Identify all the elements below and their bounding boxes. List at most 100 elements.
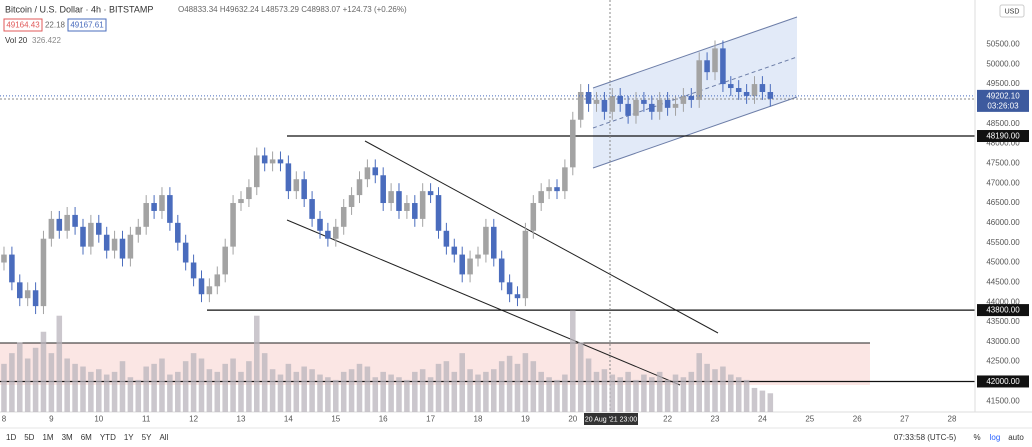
candle-body — [649, 103, 655, 112]
range-button[interactable]: 3M — [62, 433, 73, 442]
level-label: 43800.00 — [986, 306, 1020, 315]
candle-body — [333, 226, 339, 239]
candle-body — [96, 222, 102, 235]
candle-body — [238, 199, 244, 204]
volume-bar — [538, 371, 544, 412]
volume-bar — [388, 374, 394, 412]
candle-body — [103, 234, 110, 251]
volume-bar — [483, 371, 489, 412]
volume-bar — [1, 363, 7, 412]
range-button[interactable]: All — [159, 433, 168, 442]
candle-body — [562, 167, 568, 192]
volume-bar — [751, 387, 758, 412]
x-tick-label: 27 — [900, 415, 909, 424]
log-toggle[interactable]: log — [990, 433, 1001, 442]
candle-body — [24, 290, 31, 299]
volume-bar — [743, 379, 750, 412]
y-tick-label: 47500.00 — [986, 158, 1020, 167]
volume-bar — [285, 363, 292, 412]
volume-bar — [198, 358, 205, 412]
candle-body — [467, 258, 473, 275]
y-tick-label: 44500.00 — [986, 277, 1020, 286]
currency[interactable]: USD — [1005, 8, 1020, 15]
volume-bar — [254, 315, 260, 412]
y-tick-label: 45000.00 — [986, 258, 1020, 267]
candle-body — [340, 206, 347, 227]
candle-body — [404, 203, 410, 211]
volume-bar — [143, 366, 149, 412]
volume-bar — [380, 371, 386, 412]
trend-line — [364, 140, 719, 334]
range-button[interactable]: 5Y — [142, 433, 152, 442]
ask[interactable]: 49167.61 — [70, 21, 104, 30]
candle-body — [498, 258, 505, 283]
volume-bar — [348, 369, 355, 412]
volume-bar — [175, 371, 181, 412]
volume-bar — [230, 358, 236, 412]
volume-bar — [340, 371, 347, 412]
candle-body — [151, 203, 157, 211]
volume-bar — [506, 355, 513, 412]
volume-bar — [767, 393, 774, 412]
x-tick-label: 10 — [94, 415, 103, 424]
x-tick-label: 12 — [189, 415, 198, 424]
volume-bar — [309, 369, 315, 412]
volume-bar — [214, 371, 221, 412]
candle-body — [214, 274, 221, 287]
toolbar: 1D 5D 1M 3M 6M YTD 1Y 5Y All — [6, 433, 169, 442]
volume-bar — [649, 377, 655, 412]
ask-box[interactable] — [67, 18, 107, 32]
y-tick-label: 49500.00 — [986, 79, 1020, 88]
last-price-box — [977, 89, 1029, 112]
crosshair-time: 20 Aug '21 23:00 — [585, 416, 637, 423]
volume-bar — [625, 371, 631, 412]
candle-body — [127, 234, 134, 259]
symbol-title: Bitcoin / U.S. Dollar · 4h · BITSTAMP — [5, 4, 153, 14]
candle-body — [119, 238, 126, 259]
volume-bar — [269, 369, 276, 412]
x-tick-label: 18 — [474, 415, 483, 424]
last-price-label: 49202.10 — [986, 91, 1020, 100]
volume-bar — [593, 371, 600, 412]
candle-body — [704, 60, 710, 73]
range-button[interactable]: YTD — [100, 433, 116, 442]
candle-body — [206, 286, 213, 295]
candle-body — [356, 179, 363, 196]
x-tick-label: 25 — [805, 415, 814, 424]
candle-body — [412, 203, 418, 219]
bid-box[interactable] — [3, 18, 43, 32]
candle-body — [222, 246, 228, 275]
volume-bar — [56, 315, 63, 412]
range-button[interactable]: 6M — [81, 433, 92, 442]
y-tick-label: 45500.00 — [986, 238, 1020, 247]
range-button[interactable]: 5D — [24, 433, 34, 442]
candle-body — [593, 99, 600, 104]
range-button[interactable]: 1Y — [124, 433, 134, 442]
volume-bar — [333, 379, 339, 412]
volume-bar — [356, 363, 363, 412]
auto-toggle[interactable]: auto — [1008, 433, 1024, 442]
axes: 41500.00 42000.00 42500.00 43000.00 43500.00… — [2, 40, 1029, 424]
candle-body — [40, 238, 47, 307]
spread: 22.18 — [45, 21, 66, 30]
currency-button[interactable] — [999, 4, 1025, 18]
candle-body — [609, 95, 616, 112]
range-button[interactable]: 1D — [6, 433, 16, 442]
volume-bar — [459, 353, 465, 412]
candle-body — [743, 91, 750, 96]
ohlc-readout: O48833.34 H49632.24 L48573.29 C48983.07 … — [178, 5, 407, 14]
range-button[interactable]: 1M — [42, 433, 53, 442]
bid[interactable]: 49164.43 — [6, 21, 40, 30]
x-tick-label: 15 — [331, 415, 340, 424]
candle-body — [111, 238, 118, 251]
volume-bar — [127, 377, 134, 412]
volume-bar — [325, 377, 331, 412]
candle-body — [530, 203, 537, 231]
volume-bar — [9, 353, 15, 412]
x-tick-label: 11 — [142, 415, 151, 424]
volume-bar — [656, 371, 663, 412]
volume-bar — [119, 361, 126, 412]
volume-bar — [759, 390, 766, 412]
volume-bar — [111, 371, 118, 412]
percent-toggle[interactable]: % — [973, 433, 980, 442]
